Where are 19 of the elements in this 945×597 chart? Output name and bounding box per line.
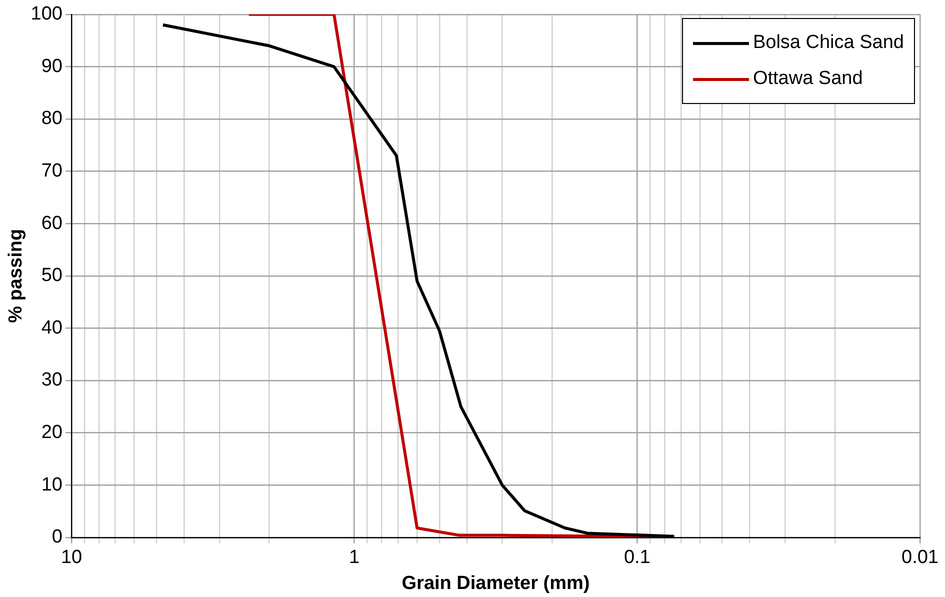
legend-label: Ottawa Sand <box>752 68 863 90</box>
y-tick-label: 50 <box>41 265 62 286</box>
legend-label: Bolsa Chica Sand <box>752 32 904 54</box>
y-tick-label: 20 <box>41 422 62 444</box>
x-axis-title: Grain Diameter (mm) <box>402 572 590 594</box>
y-tick-label: 90 <box>41 56 62 77</box>
x-tick-label: 0.1 <box>624 547 650 568</box>
y-tick-label: 40 <box>41 317 62 338</box>
y-tick-label: 10 <box>41 474 62 496</box>
x-tick-label: 10 <box>60 547 82 568</box>
x-tick-label: 1 <box>349 547 360 568</box>
y-tick-label: 80 <box>41 108 62 130</box>
y-tick-label: 30 <box>41 370 62 391</box>
y-tick-label: 70 <box>41 160 62 182</box>
y-tick-label: 100 <box>30 4 62 25</box>
x-tick-label: 0.01 <box>902 547 938 568</box>
y-tick-label: 0 <box>52 526 62 548</box>
y-axis-title: % passing <box>6 228 27 323</box>
y-tick-label: 60 <box>41 212 62 234</box>
